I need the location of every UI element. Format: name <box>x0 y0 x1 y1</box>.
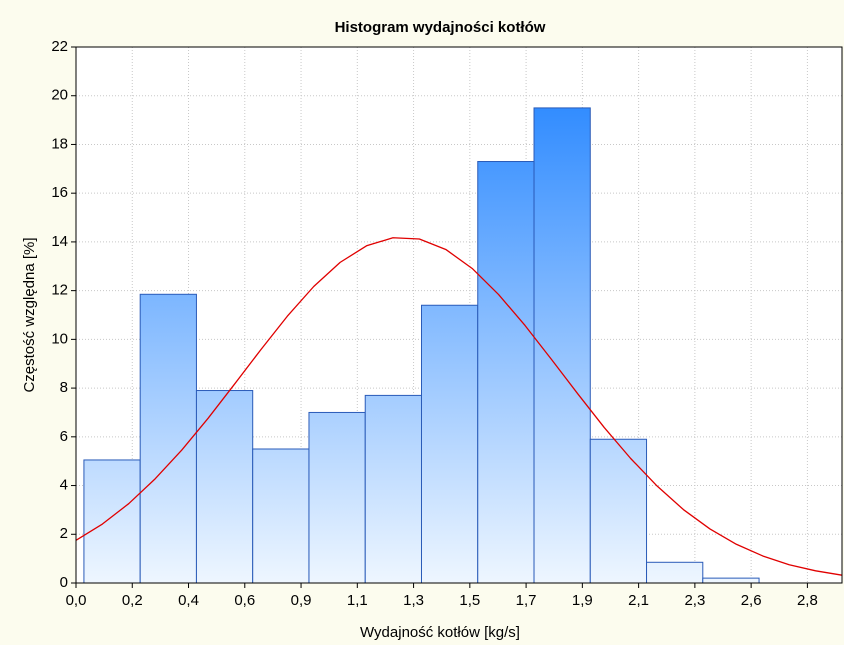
x-tick-label: 0,2 <box>122 592 143 609</box>
x-tick-label: 2,8 <box>797 592 818 609</box>
y-tick-label: 6 <box>60 428 68 445</box>
y-tick-label: 12 <box>51 282 68 299</box>
x-tick-label: 1,5 <box>459 592 480 609</box>
fit-curve <box>75 237 843 576</box>
bar <box>589 438 648 584</box>
x-tick-label: 2,6 <box>741 592 762 609</box>
x-tick-label: 1,3 <box>403 592 424 609</box>
bar <box>139 293 197 584</box>
bar <box>308 411 366 584</box>
y-tick-label: 0 <box>60 574 68 591</box>
y-tick-label: 20 <box>51 87 68 104</box>
x-tick-label: 0,9 <box>291 592 312 609</box>
x-tick-label: 2,1 <box>628 592 649 609</box>
x-tick-label: 0,4 <box>178 592 199 609</box>
bar <box>195 390 254 584</box>
bar <box>83 459 141 584</box>
x-tick-label: 0,0 <box>66 592 87 609</box>
x-tick-label: 1,7 <box>516 592 537 609</box>
bar <box>477 161 535 584</box>
bar <box>533 107 591 584</box>
y-tick-label: 8 <box>60 379 68 396</box>
x-tick-label: 0,6 <box>234 592 255 609</box>
x-axis-label: Wydajność kotłów [kg/s] <box>360 624 520 641</box>
y-tick-label: 4 <box>60 477 68 494</box>
bar <box>364 394 422 584</box>
bar <box>646 561 704 584</box>
bar <box>702 577 760 584</box>
x-tick-label: 2,3 <box>684 592 705 609</box>
chart-title: Histogram wydajności kotłów <box>335 19 546 36</box>
y-axis-label: Częstość względna [%] <box>21 237 38 392</box>
bar <box>252 448 310 584</box>
y-tick-label: 10 <box>51 330 68 347</box>
y-tick-label: 22 <box>51 38 68 55</box>
y-tick-label: 14 <box>51 233 68 250</box>
x-tick-label: 1,1 <box>347 592 368 609</box>
x-tick-label: 1,9 <box>572 592 593 609</box>
bar <box>420 304 479 584</box>
y-tick-label: 2 <box>60 525 68 542</box>
y-tick-label: 16 <box>51 184 68 201</box>
plot-frame <box>75 46 843 584</box>
y-tick-label: 18 <box>51 135 68 152</box>
